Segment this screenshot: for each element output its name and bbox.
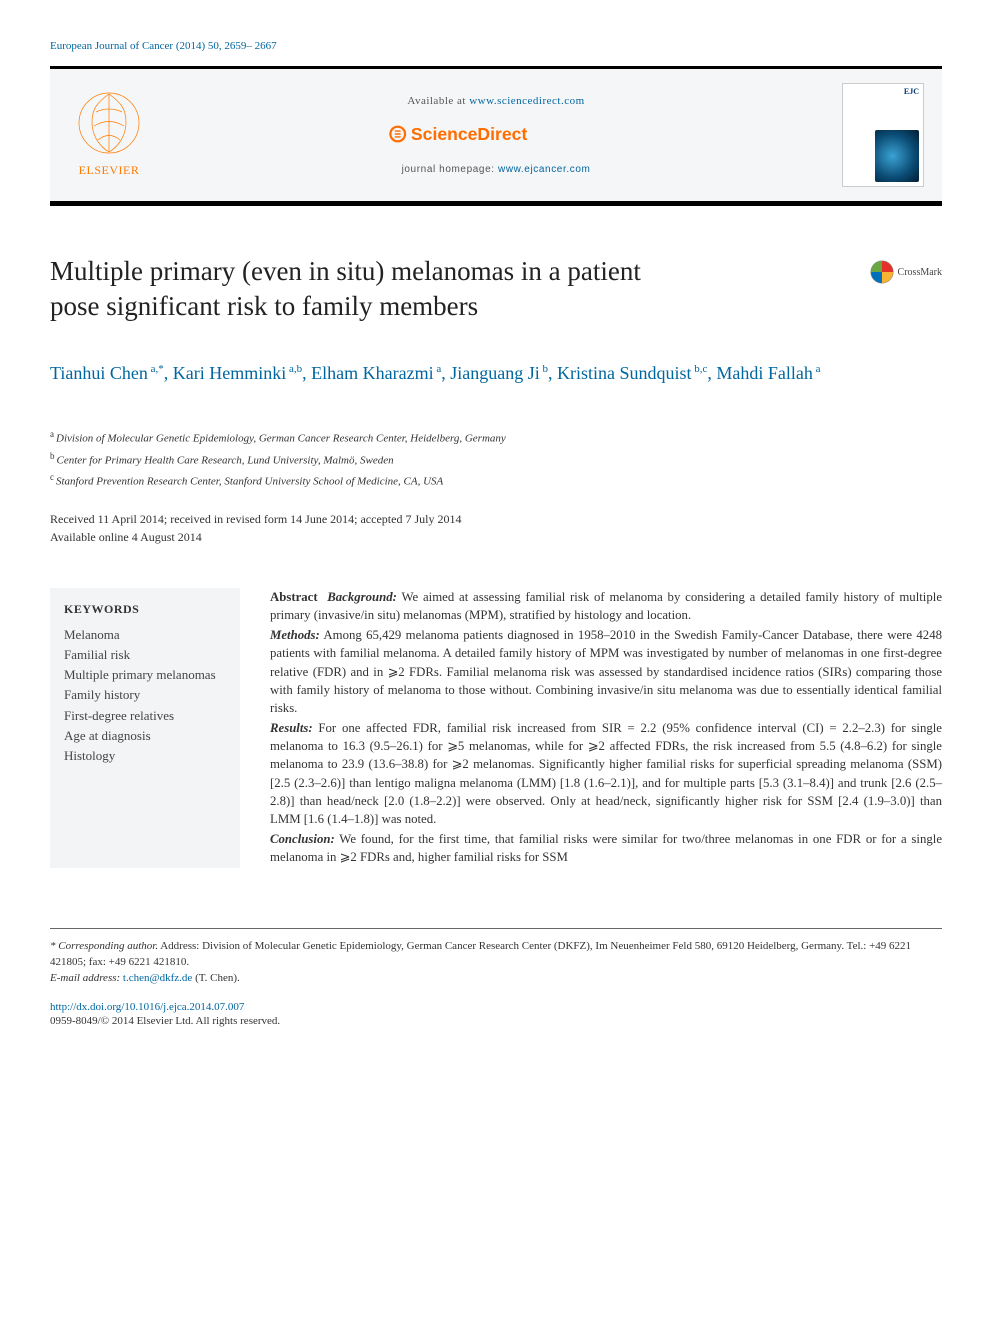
abstract-lead: Abstract <box>270 590 318 604</box>
issn-copyright: 0959-8049/© 2014 Elsevier Ltd. All right… <box>50 1015 942 1027</box>
doi-block: http://dx.doi.org/10.1016/j.ejca.2014.07… <box>50 1001 942 1027</box>
article-title: Multiple primary (even in situ) melanoma… <box>50 254 670 324</box>
author: Mahdi Fallah a <box>716 363 820 383</box>
crossmark-badge[interactable]: CrossMark <box>870 260 942 284</box>
keyword: Histology <box>64 746 226 766</box>
author: Kristina Sundquist b,c <box>557 363 707 383</box>
article-dates: Received 11 April 2014; received in revi… <box>50 511 942 546</box>
journal-cover-thumbnail: EJC <box>842 83 924 187</box>
dates-online-line: Available online 4 August 2014 <box>50 529 942 546</box>
author-list: Tianhui Chen a,*, Kari Hemminki a,b, Elh… <box>50 360 942 387</box>
sciencedirect-logo: ScienceDirect <box>168 119 824 154</box>
crossmark-icon <box>870 260 894 284</box>
abstract-section-label: Conclusion: <box>270 832 335 846</box>
journal-cover-image <box>875 130 919 182</box>
svg-text:ScienceDirect: ScienceDirect <box>411 124 528 144</box>
elsevier-wordmark: ELSEVIER <box>79 163 140 177</box>
doi-link[interactable]: http://dx.doi.org/10.1016/j.ejca.2014.07… <box>50 1001 244 1013</box>
email-link[interactable]: t.chen@dkfz.de <box>123 972 192 984</box>
abstract-section-label: Background: <box>327 590 397 604</box>
abstract-section-label: Results: <box>270 721 313 735</box>
journal-header: ELSEVIER Available at www.sciencedirect.… <box>50 69 942 201</box>
abstract-section-label: Methods: <box>270 628 320 642</box>
header-center: Available at www.sciencedirect.com Scien… <box>168 95 824 175</box>
keyword: Multiple primary melanomas <box>64 665 226 685</box>
keyword: Age at diagnosis <box>64 726 226 746</box>
corresponding-label: * Corresponding author. <box>50 940 158 952</box>
available-at-prefix: Available at <box>407 95 469 107</box>
journal-cover-abbrev: EJC <box>904 87 919 96</box>
abstract-section-text: Among 65,429 melanoma patients diagnosed… <box>270 628 942 715</box>
author-aff-sup: a <box>813 363 821 375</box>
author-aff-sup: a,b <box>286 363 302 375</box>
abstract-section-text: For one affected FDR, familial risk incr… <box>270 721 942 826</box>
keywords-heading: KEYWORDS <box>64 602 226 617</box>
affiliation: bCenter for Primary Health Care Research… <box>50 449 942 470</box>
homepage-prefix: journal homepage: <box>402 164 498 175</box>
corresponding-text: Address: Division of Molecular Genetic E… <box>50 940 911 968</box>
email-label: E-mail address: <box>50 972 120 984</box>
journal-homepage-link[interactable]: www.ejcancer.com <box>498 164 590 175</box>
author-aff-sup: b <box>540 363 548 375</box>
elsevier-logo: ELSEVIER <box>68 88 150 183</box>
email-author: (T. Chen). <box>195 972 240 984</box>
keyword: Melanoma <box>64 625 226 645</box>
keywords-box: KEYWORDS MelanomaFamilial riskMultiple p… <box>50 588 240 868</box>
author-aff-sup: b,c <box>691 363 707 375</box>
email-line: E-mail address: t.chen@dkfz.de (T. Chen)… <box>50 971 942 987</box>
author-aff-sup: a,* <box>148 363 164 375</box>
keyword: Familial risk <box>64 645 226 665</box>
journal-homepage-line: journal homepage: www.ejcancer.com <box>168 164 824 175</box>
header-rule-bottom <box>50 201 942 206</box>
crossmark-label: CrossMark <box>898 267 942 278</box>
author: Tianhui Chen a,* <box>50 363 164 383</box>
keyword: Family history <box>64 685 226 705</box>
footnotes: * Corresponding author. Address: Divisio… <box>50 928 942 987</box>
affiliation-list: aDivision of Molecular Genetic Epidemiol… <box>50 427 942 491</box>
keywords-list: MelanomaFamilial riskMultiple primary me… <box>64 625 226 766</box>
author: Elham Kharazmi a <box>311 363 441 383</box>
keyword: First-degree relatives <box>64 706 226 726</box>
abstract: Abstract Background: We aimed at assessi… <box>270 588 942 868</box>
abstract-section-text: We found, for the first time, that famil… <box>270 832 942 864</box>
corresponding-author-note: * Corresponding author. Address: Divisio… <box>50 939 942 971</box>
affiliation: aDivision of Molecular Genetic Epidemiol… <box>50 427 942 448</box>
available-at-line: Available at www.sciencedirect.com <box>168 95 824 107</box>
affiliation: cStanford Prevention Research Center, St… <box>50 470 942 491</box>
author-aff-sup: a <box>434 363 442 375</box>
author: Kari Hemminki a,b <box>173 363 302 383</box>
author: Jianguang Ji b <box>450 363 548 383</box>
sciencedirect-link[interactable]: www.sciencedirect.com <box>469 95 584 107</box>
dates-received-line: Received 11 April 2014; received in revi… <box>50 511 942 528</box>
running-head: European Journal of Cancer (2014) 50, 26… <box>50 40 942 52</box>
